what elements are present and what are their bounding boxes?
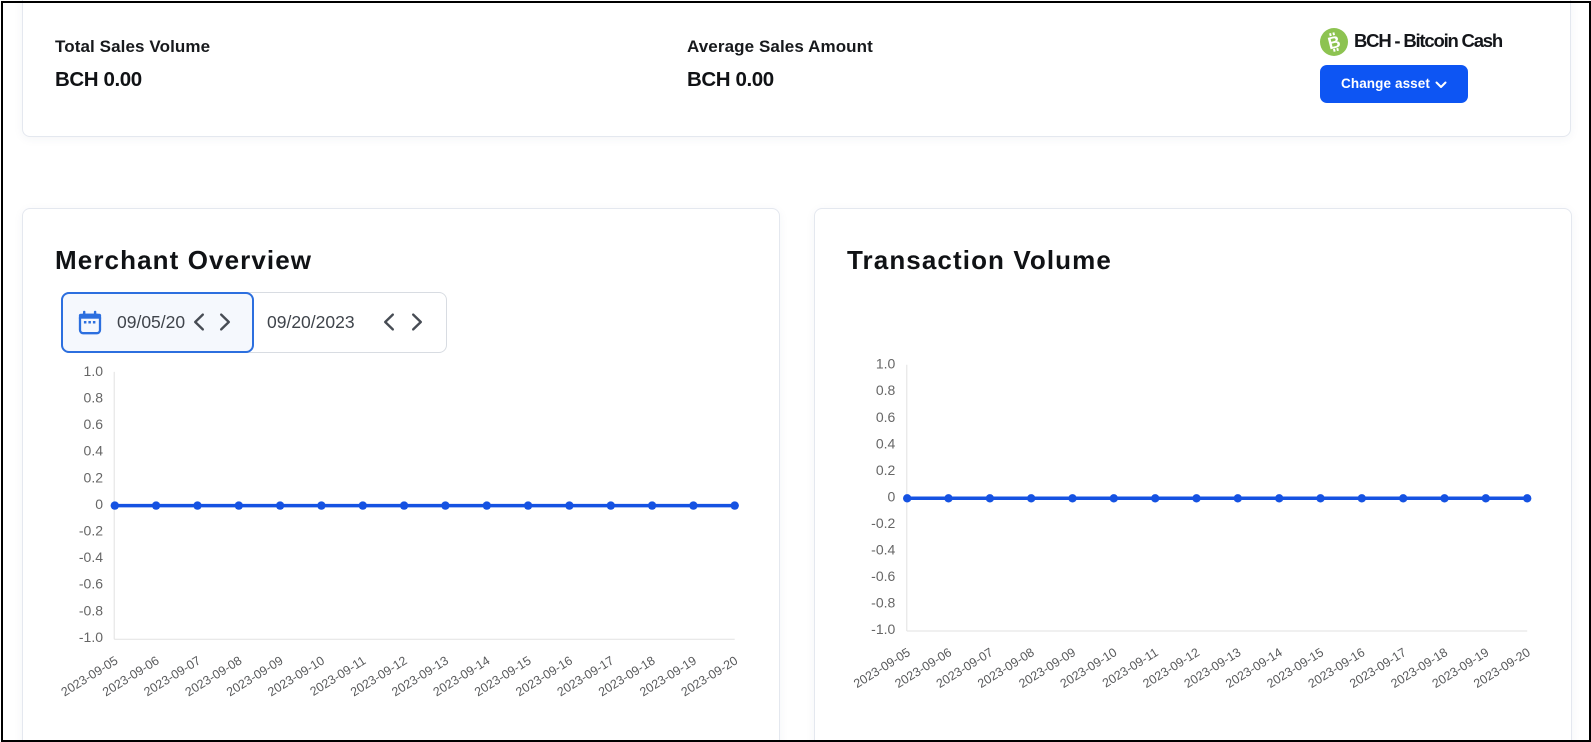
svg-text:0.4: 0.4 <box>876 435 896 451</box>
svg-text:0.6: 0.6 <box>876 409 896 425</box>
svg-text:-0.6: -0.6 <box>79 576 103 592</box>
svg-text:0.8: 0.8 <box>876 382 896 398</box>
svg-text:-0.2: -0.2 <box>79 523 103 539</box>
svg-text:0.2: 0.2 <box>84 469 104 485</box>
svg-text:0.6: 0.6 <box>84 416 104 432</box>
svg-text:-0.6: -0.6 <box>871 568 895 584</box>
svg-text:1.0: 1.0 <box>876 356 896 372</box>
svg-text:0: 0 <box>95 496 103 512</box>
svg-text:-0.2: -0.2 <box>871 515 895 531</box>
svg-text:0.2: 0.2 <box>876 462 896 478</box>
svg-text:-1.0: -1.0 <box>79 629 103 645</box>
svg-text:-0.4: -0.4 <box>871 542 895 558</box>
svg-text:-1.0: -1.0 <box>871 621 895 637</box>
svg-text:0.8: 0.8 <box>84 390 104 406</box>
svg-text:0: 0 <box>888 488 896 504</box>
svg-text:B: B <box>1326 32 1343 53</box>
svg-text:1.0: 1.0 <box>84 363 104 379</box>
svg-text:-0.8: -0.8 <box>871 595 895 611</box>
svg-text:-0.4: -0.4 <box>79 549 103 565</box>
svg-text:-0.8: -0.8 <box>79 602 103 618</box>
svg-text:0.4: 0.4 <box>84 443 104 459</box>
